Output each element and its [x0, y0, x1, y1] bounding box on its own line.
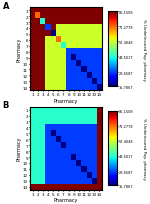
- Text: B: B: [3, 101, 9, 110]
- Y-axis label: Pharmacy: Pharmacy: [16, 136, 21, 161]
- X-axis label: Pharmacy: Pharmacy: [54, 197, 78, 202]
- X-axis label: Pharmacy: Pharmacy: [54, 98, 78, 103]
- Y-axis label: % Underinsured Pop. pharmacy: % Underinsured Pop. pharmacy: [142, 19, 146, 80]
- Y-axis label: Pharmacy: Pharmacy: [16, 37, 21, 62]
- Text: A: A: [3, 2, 9, 11]
- Y-axis label: % Underinsured Pop. pharmacy: % Underinsured Pop. pharmacy: [142, 118, 146, 179]
